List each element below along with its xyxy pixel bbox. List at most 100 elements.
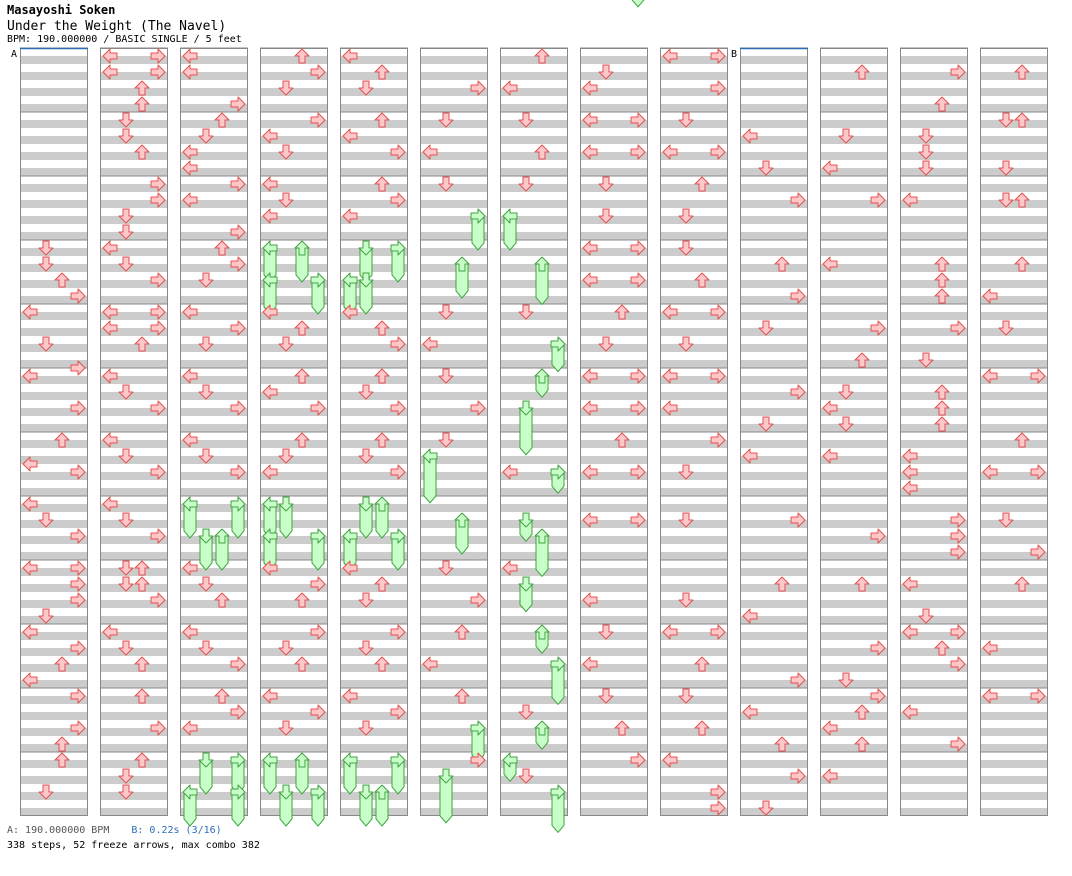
arrow-down bbox=[198, 336, 214, 352]
beat-stripe bbox=[260, 440, 328, 448]
arrow-left bbox=[662, 144, 678, 160]
beat-stripe bbox=[900, 360, 968, 368]
beat-stripe bbox=[660, 696, 728, 704]
freeze-arrow-right bbox=[230, 784, 246, 827]
freeze-head bbox=[198, 752, 214, 768]
beat-stripe bbox=[20, 56, 88, 64]
freeze-arrow-up bbox=[534, 256, 550, 306]
arrow-left bbox=[182, 432, 198, 448]
beat-stripe bbox=[20, 424, 88, 432]
freeze-arrow-right bbox=[390, 240, 406, 283]
arrow-left bbox=[502, 80, 518, 96]
beat-stripe bbox=[340, 168, 408, 176]
beat-stripe bbox=[420, 264, 488, 272]
arrow-down bbox=[358, 592, 374, 608]
freeze-head bbox=[550, 656, 566, 672]
arrow-up bbox=[54, 272, 70, 288]
arrow-down bbox=[918, 144, 934, 160]
arrow-up bbox=[134, 96, 150, 112]
arrow-right bbox=[310, 576, 326, 592]
beat-stripe bbox=[820, 440, 888, 448]
beat-stripe bbox=[900, 424, 968, 432]
beat-stripe bbox=[260, 296, 328, 304]
beat-stripe bbox=[740, 56, 808, 64]
beat-stripe bbox=[500, 488, 568, 496]
beat-stripe bbox=[740, 440, 808, 448]
arrow-left bbox=[582, 368, 598, 384]
arrow-left bbox=[902, 576, 918, 592]
freeze-arrow-up bbox=[534, 720, 550, 750]
arrow-right bbox=[150, 176, 166, 192]
arrow-up bbox=[454, 688, 470, 704]
arrow-right bbox=[230, 320, 246, 336]
freeze-head bbox=[358, 784, 374, 800]
beat-stripe bbox=[420, 616, 488, 624]
chart-column bbox=[580, 47, 648, 816]
arrow-left bbox=[342, 128, 358, 144]
arrow-up bbox=[374, 112, 390, 128]
beat-stripe bbox=[820, 360, 888, 368]
freeze-arrow-up bbox=[454, 512, 470, 555]
beat-stripe bbox=[820, 136, 888, 144]
beat-stripe bbox=[500, 72, 568, 80]
beat-stripe bbox=[820, 56, 888, 64]
beat-stripe bbox=[420, 792, 488, 800]
beat-stripe bbox=[180, 328, 248, 336]
beat-stripe bbox=[580, 552, 648, 560]
arrow-up bbox=[374, 576, 390, 592]
beat-stripe bbox=[180, 696, 248, 704]
arrow-right bbox=[710, 800, 726, 816]
arrow-up bbox=[54, 656, 70, 672]
beat-stripe bbox=[100, 616, 168, 624]
beat-stripe bbox=[260, 712, 328, 720]
arrow-right bbox=[950, 736, 966, 752]
beat-stripe bbox=[20, 472, 88, 480]
beat-stripe bbox=[740, 568, 808, 576]
beat-stripe bbox=[660, 56, 728, 64]
arrow-up bbox=[614, 304, 630, 320]
beat-stripe bbox=[820, 424, 888, 432]
beat-stripe bbox=[260, 72, 328, 80]
beat-stripe bbox=[100, 264, 168, 272]
beat-stripe bbox=[420, 56, 488, 64]
beat-stripe bbox=[20, 648, 88, 656]
freeze-arrow-left bbox=[182, 784, 198, 827]
beat-stripe bbox=[820, 776, 888, 784]
arrow-left bbox=[982, 288, 998, 304]
beat-stripe bbox=[980, 264, 1048, 272]
arrow-right bbox=[70, 400, 86, 416]
beat-stripe bbox=[340, 808, 408, 816]
arrow-down bbox=[598, 64, 614, 80]
beat-stripe bbox=[180, 728, 248, 736]
beat-stripe bbox=[820, 248, 888, 256]
arrow-right bbox=[310, 624, 326, 640]
arrow-down bbox=[518, 768, 534, 784]
freeze-head bbox=[262, 240, 278, 256]
arrow-right bbox=[470, 752, 486, 768]
beat-stripe bbox=[820, 568, 888, 576]
arrow-down bbox=[118, 768, 134, 784]
beat-stripe bbox=[500, 328, 568, 336]
beat-stripe bbox=[820, 728, 888, 736]
beat-stripe bbox=[420, 776, 488, 784]
beat-stripe bbox=[900, 296, 968, 304]
arrow-up bbox=[694, 272, 710, 288]
arrow-left bbox=[262, 384, 278, 400]
beat-stripe bbox=[660, 424, 728, 432]
arrow-down bbox=[678, 336, 694, 352]
beat-stripe bbox=[20, 408, 88, 416]
arrow-right bbox=[150, 320, 166, 336]
arrow-up bbox=[934, 256, 950, 272]
freeze-head bbox=[230, 496, 246, 512]
beat-stripe bbox=[20, 264, 88, 272]
arrow-left bbox=[102, 368, 118, 384]
arrow-right bbox=[630, 112, 646, 128]
beat-stripe bbox=[340, 360, 408, 368]
arrow-down bbox=[118, 576, 134, 592]
beat-stripe bbox=[660, 168, 728, 176]
beat-stripe bbox=[660, 648, 728, 656]
beat-stripe bbox=[100, 200, 168, 208]
beat-stripe bbox=[740, 520, 808, 528]
arrow-right bbox=[230, 176, 246, 192]
beat-stripe bbox=[100, 136, 168, 144]
